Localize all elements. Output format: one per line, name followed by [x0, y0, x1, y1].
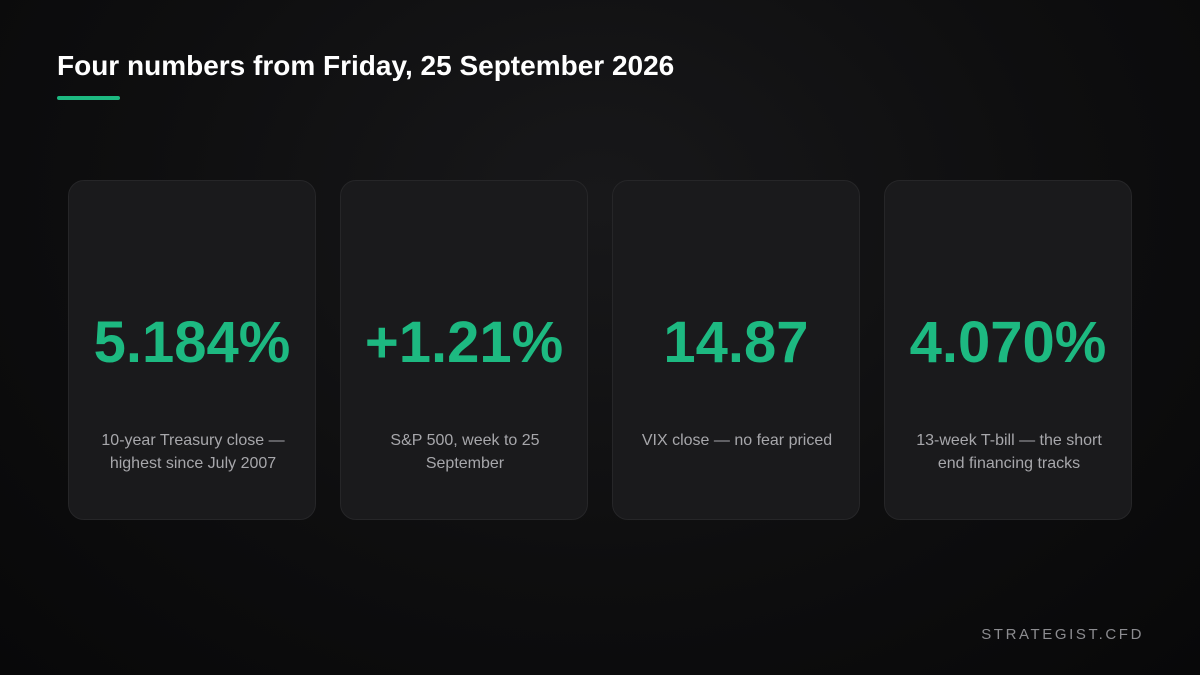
- brand-wordmark: STRATEGIST.CFD: [981, 626, 1144, 643]
- stat-value: 5.184%: [93, 310, 291, 375]
- stat-label: VIX close — no fear priced: [641, 432, 833, 449]
- stat-card-tbill: 4.070% 13-week T-bill — the short end fi…: [884, 180, 1132, 520]
- title-accent-bar: [57, 96, 120, 100]
- stat-label: S&P 500, week to 25 September: [390, 432, 540, 472]
- stat-card-treasury: 5.184% 10-year Treasury close — highest …: [68, 180, 316, 520]
- stat-label: 10-year Treasury close — highest since J…: [101, 432, 285, 472]
- page-title: Four numbers from Friday, 25 September 2…: [57, 50, 675, 81]
- stat-card-vix: 14.87 VIX close — no fear priced: [612, 180, 860, 520]
- stat-card-sp500: +1.21% S&P 500, week to 25 September: [340, 180, 588, 520]
- stat-value: +1.21%: [364, 310, 564, 375]
- stat-value: 14.87: [663, 310, 809, 375]
- stat-cards: 5.184% 10-year Treasury close — highest …: [68, 180, 1132, 520]
- stat-value: 4.070%: [909, 310, 1107, 375]
- stat-label: 13-week T-bill — the short end financing…: [916, 432, 1102, 472]
